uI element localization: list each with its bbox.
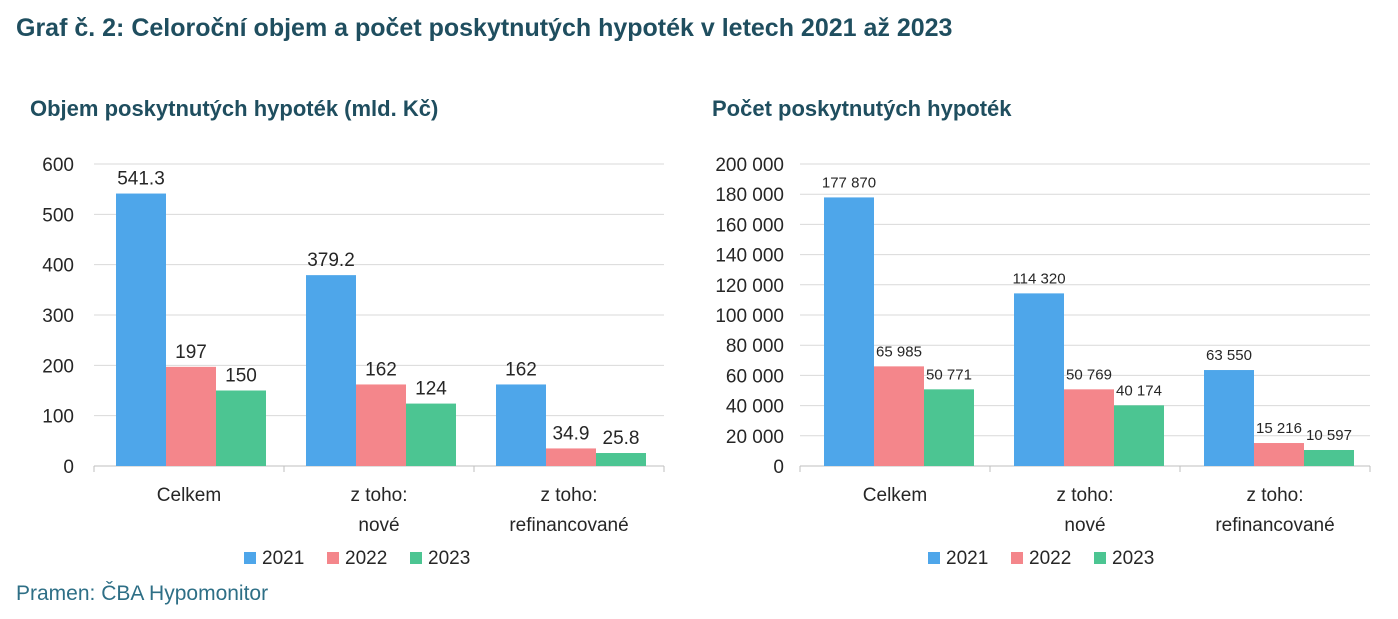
data-label-volume-2023: 124 <box>415 379 447 400</box>
data-label-volume-2023: 150 <box>225 366 257 387</box>
bar-count-2023 <box>1304 449 1354 466</box>
y-tick-label-count: 80 000 <box>726 336 784 357</box>
category-label-volume: Celkem <box>157 485 221 506</box>
y-tick-label-count: 40 000 <box>726 397 784 418</box>
bar-volume-2023 <box>216 390 266 466</box>
y-tick-label-count: 180 000 <box>715 185 784 206</box>
data-label-count-2022: 65 985 <box>876 343 922 360</box>
bar-volume-2022 <box>166 366 216 466</box>
y-tick-label-volume: 500 <box>42 205 74 226</box>
bar-volume-2023 <box>406 403 456 466</box>
data-label-volume-2021: 541.3 <box>117 169 165 190</box>
category-label-volume: z toho: <box>540 485 597 506</box>
y-tick-label-count: 200 000 <box>715 155 784 176</box>
bar-count-2023 <box>924 389 974 466</box>
category-label-volume: refinancované <box>509 515 628 536</box>
y-tick-label-count: 160 000 <box>715 215 784 236</box>
data-label-volume-2022: 197 <box>175 342 207 363</box>
bar-count-2022 <box>1064 389 1114 466</box>
y-tick-label-count: 140 000 <box>715 246 784 267</box>
legend-swatch-count-2022 <box>1011 552 1023 564</box>
data-label-volume-2022: 34.9 <box>553 423 590 444</box>
page-title: Graf č. 2: Celoroční objem a počet posky… <box>16 14 953 42</box>
category-label-count: refinancované <box>1215 515 1334 536</box>
legend-swatch-volume-2023 <box>410 552 422 564</box>
y-tick-label-count: 20 000 <box>726 427 784 448</box>
category-label-count: nové <box>1064 515 1105 536</box>
y-tick-label-count: 120 000 <box>715 276 784 297</box>
bar-volume-2022 <box>356 384 406 466</box>
legend-swatch-volume-2022 <box>327 552 339 564</box>
legend-label-count-2023: 2023 <box>1112 548 1154 569</box>
bar-count-2021 <box>1204 370 1254 466</box>
legend-label-count-2022: 2022 <box>1029 548 1071 569</box>
bar-volume-2021 <box>306 275 356 466</box>
data-label-volume-2022: 162 <box>365 359 397 380</box>
y-tick-label-volume: 600 <box>42 155 74 176</box>
data-label-count-2021: 63 550 <box>1206 347 1252 364</box>
bar-volume-2022 <box>546 448 596 466</box>
data-label-volume-2021: 162 <box>505 359 537 380</box>
legend-label-count-2021: 2021 <box>946 548 988 569</box>
legend-swatch-count-2023 <box>1094 552 1106 564</box>
legend-swatch-count-2021 <box>928 552 940 564</box>
bar-volume-2023 <box>596 453 646 466</box>
bar-volume-2021 <box>116 193 166 467</box>
bar-volume-2021 <box>496 384 546 466</box>
data-label-count-2021: 114 320 <box>1012 270 1065 287</box>
y-tick-label-count: 100 000 <box>715 306 784 327</box>
category-label-volume: nové <box>358 515 399 536</box>
data-label-volume-2023: 25.8 <box>603 428 640 449</box>
category-label-volume: z toho: <box>350 485 407 506</box>
chart-title-count: Počet poskytnutých hypoték <box>712 96 1012 121</box>
category-label-count: Celkem <box>863 485 927 506</box>
bar-count-2022 <box>1254 443 1304 466</box>
y-tick-label-volume: 300 <box>42 306 74 327</box>
y-tick-label-count: 0 <box>773 457 784 478</box>
y-tick-label-volume: 400 <box>42 256 74 277</box>
data-label-count-2022: 50 769 <box>1066 366 1112 383</box>
legend-label-volume-2023: 2023 <box>428 548 470 569</box>
data-label-volume-2021: 379.2 <box>307 250 355 271</box>
source-note: Pramen: ČBA Hypomonitor <box>16 582 269 605</box>
category-label-count: z toho: <box>1246 485 1303 506</box>
legend-swatch-volume-2021 <box>244 552 256 564</box>
legend-label-volume-2021: 2021 <box>262 548 304 569</box>
data-label-count-2023: 10 597 <box>1306 427 1352 444</box>
y-tick-label-volume: 100 <box>42 407 74 428</box>
bar-count-2021 <box>824 197 874 466</box>
data-label-count-2021: 177 870 <box>822 174 876 191</box>
data-label-count-2023: 40 174 <box>1116 382 1162 399</box>
data-label-count-2022: 15 216 <box>1256 420 1302 437</box>
bar-count-2021 <box>1014 293 1064 466</box>
y-tick-label-volume: 200 <box>42 356 74 377</box>
category-label-count: z toho: <box>1056 485 1113 506</box>
legend-label-volume-2022: 2022 <box>345 548 387 569</box>
bar-count-2022 <box>874 366 924 466</box>
data-label-count-2023: 50 771 <box>926 366 972 383</box>
bar-count-2023 <box>1114 405 1164 466</box>
y-tick-label-count: 60 000 <box>726 366 784 387</box>
y-tick-label-volume: 0 <box>63 457 74 478</box>
chart-title-volume: Objem poskytnutých hypoték (mld. Kč) <box>30 96 439 121</box>
